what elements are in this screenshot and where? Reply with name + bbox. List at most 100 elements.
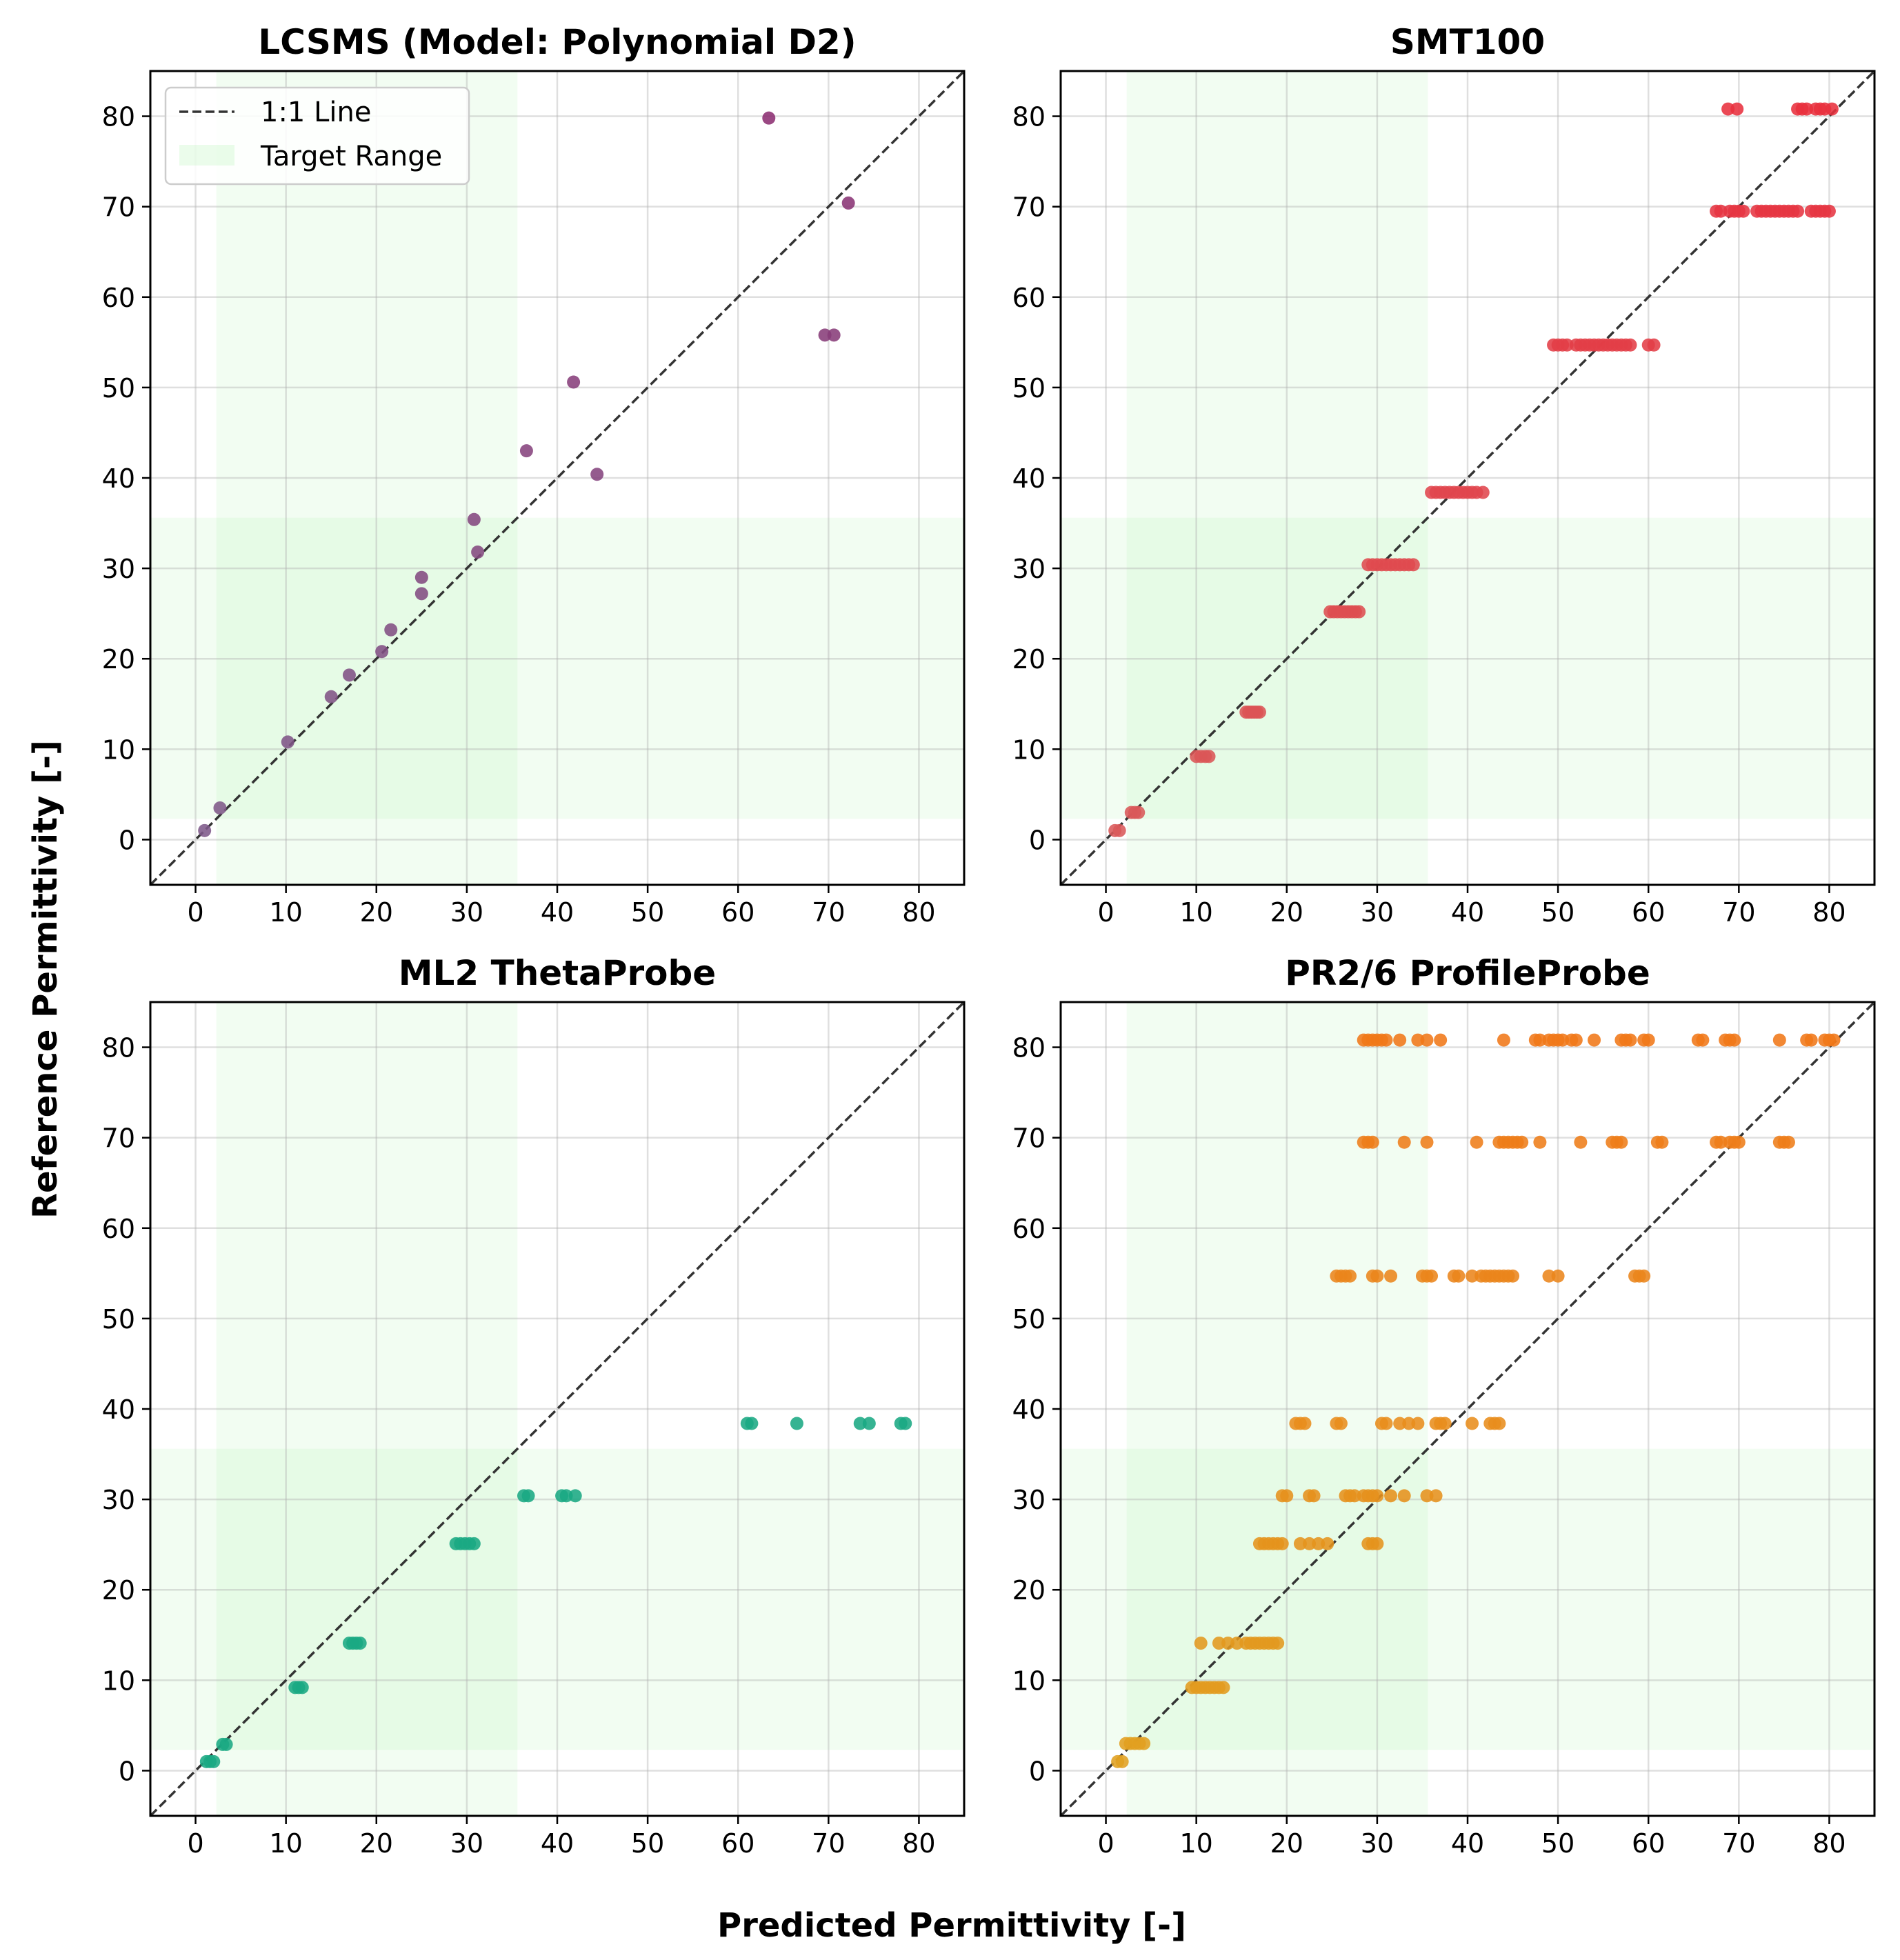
data-point (1466, 1269, 1479, 1283)
x-tick-label: 0 (1097, 897, 1114, 928)
data-point (1772, 1033, 1786, 1047)
data-point (1791, 204, 1805, 218)
target-range-band-x (216, 71, 518, 885)
y-tick-label: 20 (1012, 1575, 1046, 1606)
target-range-band-x (1126, 71, 1428, 885)
data-point (1420, 1033, 1434, 1047)
y-tick-label: 50 (1012, 1304, 1046, 1334)
target-range-band-y (1061, 517, 1874, 819)
y-tick-label: 50 (102, 373, 135, 403)
data-point (1714, 204, 1728, 218)
x-tick-label: 0 (187, 1828, 203, 1859)
y-tick-label: 0 (1029, 1756, 1046, 1786)
data-point (841, 196, 855, 210)
data-point (1696, 1033, 1710, 1047)
data-point (559, 1489, 573, 1503)
x-tick-label: 40 (1451, 1828, 1484, 1859)
data-point (1551, 1269, 1565, 1283)
x-tick-label: 70 (1722, 897, 1755, 928)
data-point (1434, 1033, 1448, 1047)
target-range-band-x (216, 1002, 518, 1816)
x-tick-label: 20 (360, 897, 393, 928)
data-point (1271, 1637, 1285, 1650)
x-tick-label: 80 (1812, 1828, 1846, 1859)
data-point (1384, 1489, 1398, 1503)
data-point (1202, 750, 1216, 763)
x-tick-label: 0 (1097, 1828, 1114, 1859)
y-tick-label: 30 (1012, 554, 1046, 584)
data-point (1732, 1135, 1746, 1149)
data-point (1379, 1417, 1393, 1430)
x-tick-label: 60 (1632, 1828, 1665, 1859)
data-point (471, 546, 485, 559)
y-tick-label: 70 (102, 192, 135, 223)
data-point (219, 1737, 233, 1751)
data-point (1560, 338, 1574, 352)
data-point (1588, 1033, 1601, 1047)
data-point (1737, 204, 1750, 218)
data-point (519, 444, 533, 458)
data-point (1366, 1135, 1379, 1149)
data-point (1476, 486, 1490, 499)
y-tick-label: 50 (102, 1304, 135, 1334)
y-tick-label: 30 (102, 554, 135, 584)
data-point (1781, 1135, 1795, 1149)
x-tick-label: 70 (812, 1828, 845, 1859)
x-tick-label: 40 (541, 897, 574, 928)
data-point (1804, 1033, 1818, 1047)
data-point (1614, 1135, 1628, 1149)
data-point (198, 823, 212, 837)
data-point (1397, 1489, 1411, 1503)
data-point (1730, 102, 1744, 116)
data-point (1420, 1489, 1434, 1503)
panel-4: 0 10 20 30 40 50 60 70 80 0 10 20 30 40 50 60 70 80 PR2/6 … (1012, 953, 1876, 1859)
data-point (353, 1637, 367, 1650)
data-point (521, 1489, 535, 1503)
x-tick-label: 40 (1451, 897, 1484, 928)
data-point (384, 623, 398, 637)
y-tick-label: 80 (102, 102, 135, 132)
data-point (1542, 1269, 1556, 1283)
y-tick-label: 40 (102, 1394, 135, 1425)
x-tick-label: 50 (631, 897, 664, 928)
legend-range-swatch (179, 145, 234, 166)
panel-title: SMT100 (1390, 22, 1545, 62)
data-point (1384, 1269, 1398, 1283)
data-point (762, 111, 776, 125)
data-point (1194, 1637, 1208, 1650)
data-point (818, 328, 832, 342)
data-point (1115, 1754, 1129, 1768)
data-point (1728, 1033, 1741, 1047)
data-point (1438, 1417, 1452, 1430)
data-point (899, 1417, 912, 1430)
data-point (1515, 1135, 1529, 1149)
data-point (1825, 102, 1839, 116)
data-point (1275, 1537, 1289, 1550)
data-point (207, 1754, 221, 1768)
data-point (1827, 1033, 1841, 1047)
panel-title: ML2 ThetaProbe (399, 953, 716, 993)
y-tick-label: 40 (1012, 463, 1046, 494)
x-tick-label: 50 (1541, 1828, 1574, 1859)
data-point (790, 1417, 803, 1430)
data-point (1303, 1537, 1317, 1550)
data-point (281, 735, 294, 749)
data-point (1352, 605, 1366, 619)
target-range-band-x (1126, 1002, 1428, 1816)
data-point (1393, 1033, 1407, 1047)
x-tick-label: 50 (631, 1828, 664, 1859)
data-point (1411, 1417, 1425, 1430)
y-tick-label: 10 (102, 734, 135, 765)
y-axis-label: Reference Permittivity [-] (26, 740, 65, 1219)
x-tick-label: 10 (1179, 897, 1212, 928)
x-tick-label: 30 (1361, 897, 1394, 928)
y-tick-label: 80 (102, 1033, 135, 1063)
data-point (414, 570, 428, 584)
x-tick-label: 50 (1541, 897, 1574, 928)
panel-title: LCSMS (Model: Polynomial D2) (258, 22, 856, 62)
y-tick-label: 80 (1012, 1033, 1046, 1063)
panel-2: 0 10 20 30 40 50 60 70 80 0 10 20 30 40 50 60 70 80 SMT100 (1012, 22, 1876, 928)
x-axis-label: Predicted Permittivity [-] (717, 1906, 1186, 1945)
legend-range-label: Target Range (260, 141, 442, 172)
data-point (1533, 1135, 1547, 1149)
